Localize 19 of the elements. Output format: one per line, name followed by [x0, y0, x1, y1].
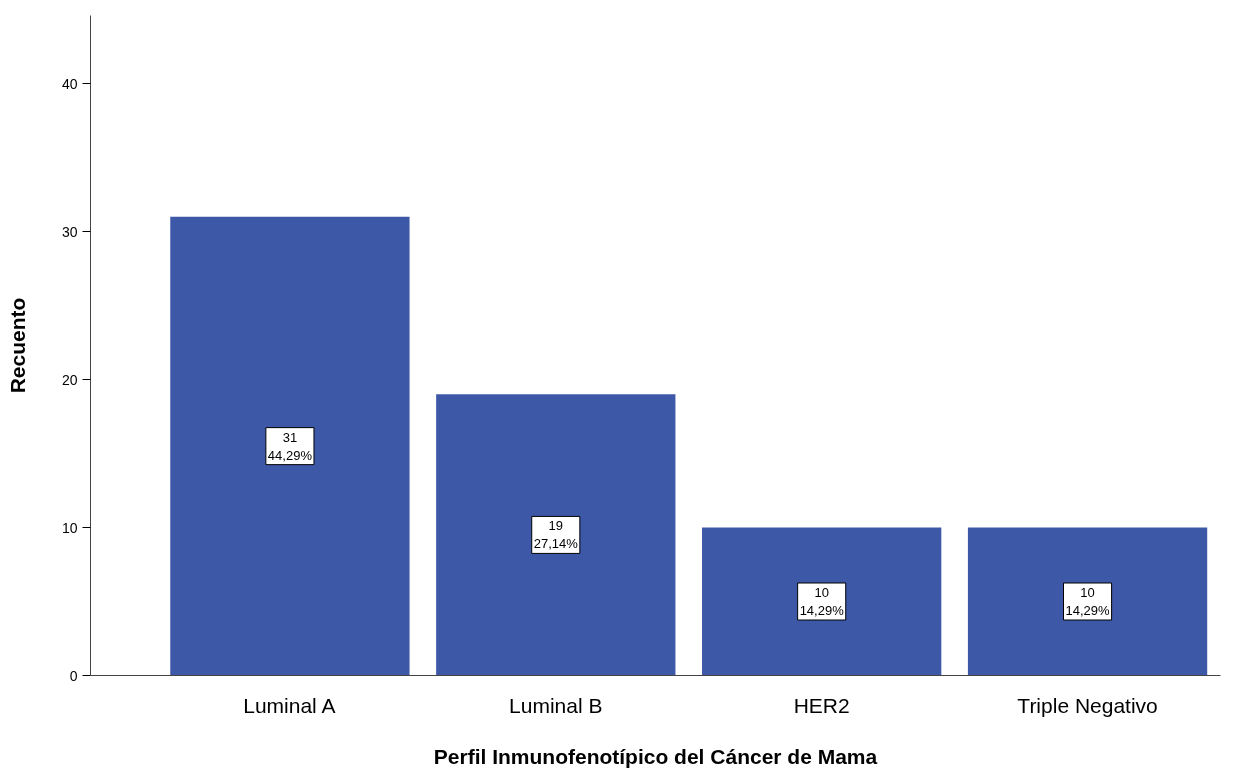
- data-label: 19 27,14%: [533, 518, 579, 552]
- y-tick-label: 30: [61, 223, 78, 240]
- y-tick-label: 10: [61, 519, 78, 536]
- x-tick-label: HER2: [793, 693, 850, 717]
- data-label: 10 14,29%: [1065, 585, 1111, 619]
- x-tick-label: Luminal B: [509, 693, 603, 717]
- x-axis-title: Perfil Inmunofenotípico del Cáncer de Mama: [433, 744, 878, 768]
- bar: [436, 394, 676, 676]
- bar: [702, 527, 942, 676]
- x-tick-label: Luminal A: [243, 693, 336, 717]
- bar: [170, 216, 410, 676]
- bar: [967, 527, 1208, 676]
- data-label: 31 44,29%: [267, 429, 313, 463]
- y-tick-label: 20: [61, 371, 78, 388]
- x-tick-label: Triple Negativo: [1017, 693, 1158, 717]
- y-tick-label: 40: [61, 75, 78, 92]
- y-tick-label: 0: [69, 667, 78, 684]
- data-label: 10 14,29%: [799, 585, 845, 619]
- y-axis-title: Recuento: [5, 297, 29, 394]
